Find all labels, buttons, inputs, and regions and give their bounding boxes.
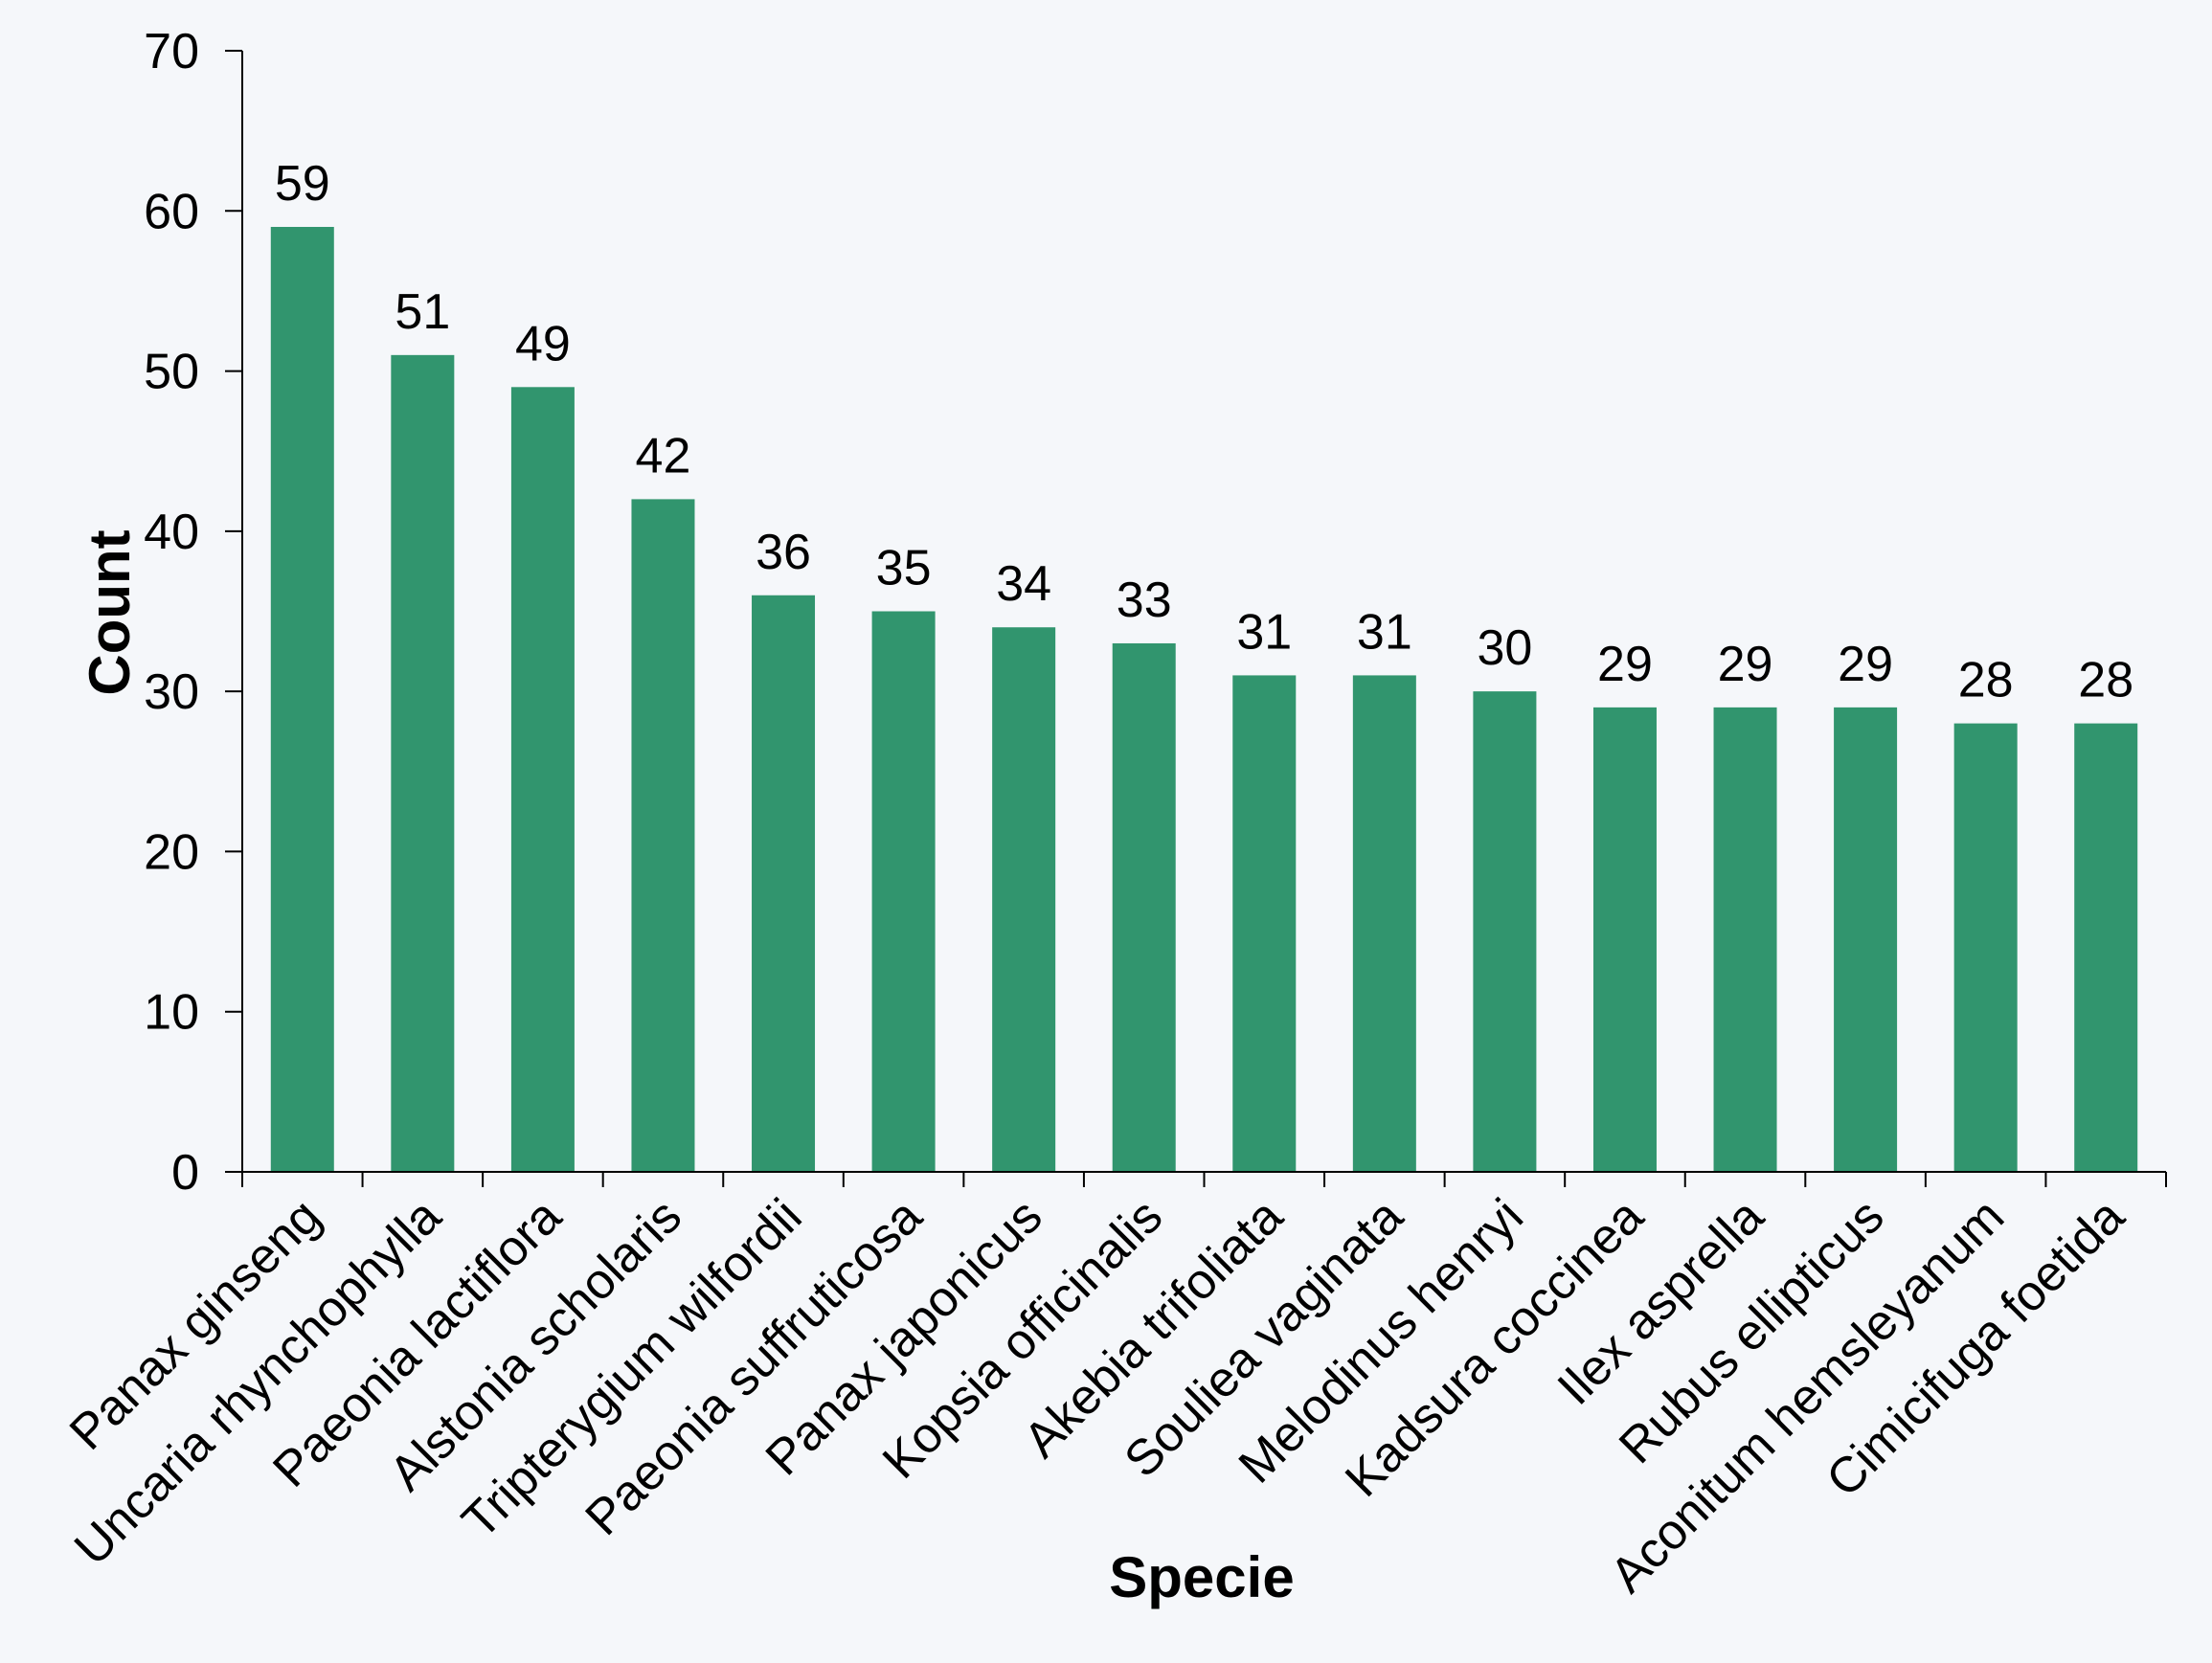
y-tick-label: 50	[144, 345, 199, 400]
bar	[1473, 691, 1537, 1172]
data-label: 51	[395, 284, 450, 340]
y-tick-label: 60	[144, 184, 199, 239]
bar	[510, 387, 575, 1172]
data-label: 34	[996, 556, 1051, 612]
bar	[1834, 707, 1898, 1172]
bar	[1953, 723, 2018, 1172]
y-tick-label: 10	[144, 985, 199, 1041]
y-tick-label: 70	[144, 24, 199, 79]
y-tick-label: 0	[171, 1145, 199, 1201]
bar	[752, 595, 816, 1172]
y-tick-label: 40	[144, 505, 199, 560]
data-label: 31	[1357, 604, 1412, 660]
data-label: 28	[1958, 653, 2014, 708]
x-axis-title: Specie	[1109, 1545, 1294, 1609]
data-label: 29	[1597, 637, 1653, 692]
data-label: 31	[1236, 604, 1292, 660]
bar	[1352, 675, 1416, 1172]
bar	[631, 499, 695, 1172]
bar	[270, 227, 334, 1172]
data-label: 36	[756, 525, 811, 580]
bar	[391, 354, 455, 1172]
axes-layer	[225, 50, 2167, 1187]
bar	[1232, 675, 1297, 1172]
bar	[992, 627, 1056, 1172]
data-label: 35	[876, 541, 932, 596]
data-label: 29	[1718, 637, 1773, 692]
data-label: 59	[275, 156, 330, 212]
bar	[1713, 707, 1777, 1172]
bars-layer	[270, 227, 2138, 1172]
bar	[2074, 723, 2138, 1172]
bar	[1112, 642, 1176, 1172]
bar	[1592, 707, 1657, 1172]
data-label: 29	[1838, 637, 1893, 692]
data-label: 33	[1117, 573, 1172, 628]
data-label: 42	[636, 428, 691, 483]
data-label: 28	[2078, 653, 2133, 708]
data-label: 49	[515, 316, 571, 371]
data-label: 30	[1477, 620, 1532, 676]
y-axis-title: Count	[78, 529, 142, 695]
bar	[871, 611, 936, 1172]
y-tick-label: 30	[144, 664, 199, 720]
y-tick-label: 20	[144, 824, 199, 880]
